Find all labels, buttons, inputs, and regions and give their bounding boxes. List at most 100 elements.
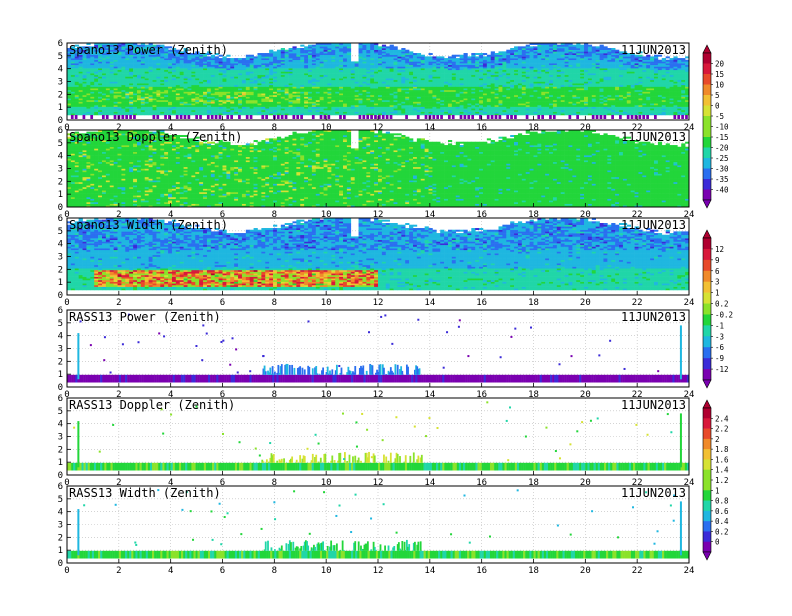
heatmap-cell [335, 88, 339, 90]
heatmap-cell [300, 50, 304, 52]
heatmap-cell [386, 107, 390, 109]
heatmap-cell [215, 93, 219, 95]
heatmap-cell [289, 107, 293, 109]
heatmap-cell [121, 85, 125, 87]
heatmap-cell [211, 63, 215, 65]
heatmap-cell [464, 71, 468, 73]
heatmap-cell [530, 107, 534, 109]
heatmap-cell [67, 58, 71, 60]
heatmap-cell [425, 80, 429, 82]
heatmap-cell [537, 50, 541, 52]
heatmap-cell [83, 115, 86, 119]
heatmap-cell [172, 88, 176, 90]
heatmap-cell [207, 71, 211, 73]
heatmap-cell [145, 80, 149, 82]
heatmap-cell [86, 71, 90, 73]
heatmap-cell [129, 88, 133, 90]
heatmap-cell [114, 88, 118, 90]
heatmap-cell [324, 68, 328, 70]
heatmap-cell [366, 71, 370, 73]
heatmap-cell [429, 80, 433, 82]
heatmap-cell [339, 115, 342, 119]
heatmap-cell [125, 80, 129, 82]
heatmap-cell [102, 110, 106, 112]
heatmap-cell [121, 97, 125, 99]
heatmap-cell [269, 76, 273, 78]
heatmap-cell [366, 55, 370, 57]
heatmap-cell [518, 97, 522, 99]
heatmap-cell [160, 71, 164, 73]
heatmap-cell [378, 110, 382, 112]
heatmap-cell [141, 85, 145, 87]
heatmap-cell [215, 115, 218, 119]
heatmap-cell [265, 115, 268, 119]
heatmap-cell [487, 63, 491, 65]
heatmap-cell [261, 88, 265, 90]
heatmap-cell [250, 102, 254, 104]
heatmap-cell [417, 63, 421, 65]
heatmap-cell [133, 102, 137, 104]
heatmap-cell [425, 58, 429, 60]
heatmap-cell [102, 80, 106, 82]
heatmap-cell [347, 110, 351, 112]
heatmap-cell [312, 107, 316, 109]
heatmap-cell [156, 71, 160, 73]
heatmap-cell [281, 80, 285, 82]
heatmap-cell [304, 88, 308, 90]
heatmap-cell [312, 46, 316, 48]
heatmap-cell [394, 85, 398, 87]
heatmap-cell [180, 63, 184, 65]
heatmap-cell [460, 80, 464, 82]
heatmap-cell [316, 76, 320, 78]
heatmap-cell [479, 68, 483, 70]
heatmap-cell [292, 80, 296, 82]
heatmap-cell [362, 58, 366, 60]
heatmap-cell [432, 76, 436, 78]
heatmap-cell [526, 85, 530, 87]
heatmap-cell [335, 97, 339, 99]
heatmap-cell [219, 63, 223, 65]
heatmap-cell [308, 58, 312, 60]
heatmap-cell [475, 63, 479, 65]
heatmap-cell [483, 56, 487, 58]
heatmap-cell [374, 68, 378, 70]
heatmap-cell [118, 93, 122, 95]
heatmap-cell [261, 97, 265, 99]
heatmap-cell [211, 110, 215, 112]
heatmap-cell [281, 97, 285, 99]
heatmap-cell [343, 93, 347, 95]
heatmap-cell [273, 71, 277, 73]
heatmap-cell [502, 58, 506, 60]
heatmap-cell [149, 71, 153, 73]
heatmap-cell [355, 88, 359, 90]
heatmap-cell [429, 68, 433, 70]
heatmap-cell [452, 80, 456, 82]
heatmap-cell [94, 58, 98, 60]
heatmap-cell [265, 55, 269, 57]
heatmap-cell [394, 63, 398, 65]
heatmap-cell [90, 80, 94, 82]
heatmap-cell [514, 71, 518, 73]
heatmap-cell [382, 71, 386, 73]
heatmap-cell [296, 48, 300, 50]
heatmap-cell [359, 68, 363, 70]
heatmap-cell [545, 63, 549, 65]
heatmap-cell [304, 46, 308, 48]
heatmap-cell [405, 55, 409, 57]
heatmap-cell [83, 97, 87, 99]
heatmap-cell [436, 107, 440, 109]
heatmap-cell [448, 102, 452, 104]
heatmap-cell [281, 115, 284, 119]
heatmap-cell [514, 76, 518, 78]
heatmap-cell [160, 88, 164, 90]
heatmap-cell [86, 110, 90, 112]
heatmap-cell [184, 63, 188, 65]
heatmap-cell [184, 76, 188, 78]
heatmap-cell [448, 68, 452, 70]
heatmap-cell [460, 115, 463, 119]
heatmap-cell [366, 63, 370, 65]
heatmap-cell [67, 63, 71, 65]
heatmap-cell [71, 97, 75, 99]
heatmap-cell [149, 97, 153, 99]
heatmap-cell [203, 102, 207, 104]
